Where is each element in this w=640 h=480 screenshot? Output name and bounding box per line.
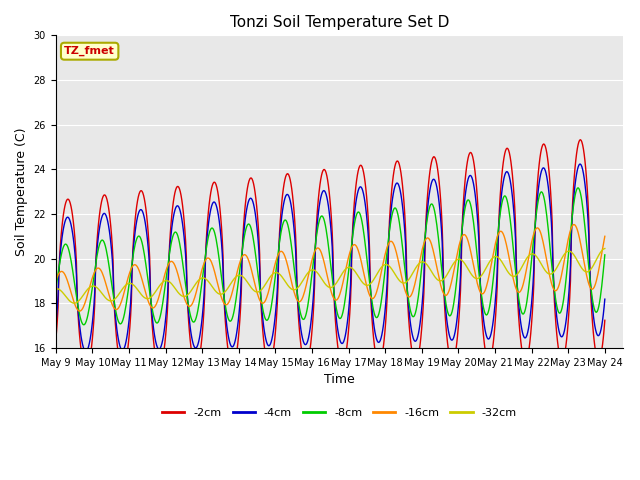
-4cm: [414, 334, 422, 339]
-8cm: [601, 252, 609, 258]
-2cm: [577, 137, 584, 143]
-8cm: [119, 317, 127, 323]
-16cm: [204, 255, 212, 261]
-32cm: [119, 286, 127, 291]
-32cm: [62, 293, 70, 299]
-32cm: [70, 300, 78, 306]
-16cm: [62, 274, 70, 279]
Legend: -2cm, -4cm, -8cm, -16cm, -32cm: -2cm, -4cm, -8cm, -16cm, -32cm: [157, 403, 521, 422]
-8cm: [175, 236, 182, 242]
-8cm: [80, 322, 88, 328]
-16cm: [601, 233, 609, 239]
-32cm: [414, 262, 422, 268]
-4cm: [398, 197, 406, 203]
-2cm: [62, 200, 70, 206]
-2cm: [204, 216, 212, 222]
-4cm: [601, 296, 609, 302]
-16cm: [175, 275, 182, 280]
Title: Tonzi Soil Temperature Set D: Tonzi Soil Temperature Set D: [230, 15, 449, 30]
-4cm: [62, 216, 70, 222]
-4cm: [577, 161, 584, 167]
-16cm: [52, 278, 60, 284]
Line: -2cm: -2cm: [56, 140, 605, 370]
-8cm: [398, 237, 406, 243]
-2cm: [414, 356, 422, 362]
-32cm: [204, 278, 212, 284]
Line: -4cm: -4cm: [56, 164, 605, 351]
-4cm: [175, 204, 182, 210]
-8cm: [204, 237, 212, 243]
-16cm: [76, 308, 83, 314]
-4cm: [82, 348, 90, 354]
-4cm: [119, 347, 127, 353]
-16cm: [570, 222, 578, 228]
Line: -16cm: -16cm: [56, 225, 605, 311]
-8cm: [414, 298, 422, 304]
-16cm: [398, 274, 406, 280]
-32cm: [52, 286, 60, 291]
-4cm: [52, 322, 60, 327]
-2cm: [119, 366, 127, 372]
-8cm: [574, 185, 582, 191]
Line: -32cm: -32cm: [56, 249, 605, 303]
-16cm: [119, 294, 127, 300]
Y-axis label: Soil Temperature (C): Soil Temperature (C): [15, 127, 28, 256]
-2cm: [398, 175, 406, 181]
Line: -8cm: -8cm: [56, 188, 605, 325]
-32cm: [601, 246, 609, 252]
-2cm: [83, 367, 90, 372]
-4cm: [204, 227, 212, 233]
-8cm: [52, 287, 60, 292]
-2cm: [52, 337, 60, 343]
Text: TZ_fmet: TZ_fmet: [64, 46, 115, 56]
X-axis label: Time: Time: [324, 373, 355, 386]
-32cm: [175, 290, 182, 296]
-16cm: [414, 268, 422, 274]
-32cm: [398, 280, 406, 286]
-2cm: [601, 317, 609, 323]
-8cm: [62, 241, 70, 247]
-2cm: [175, 184, 182, 190]
